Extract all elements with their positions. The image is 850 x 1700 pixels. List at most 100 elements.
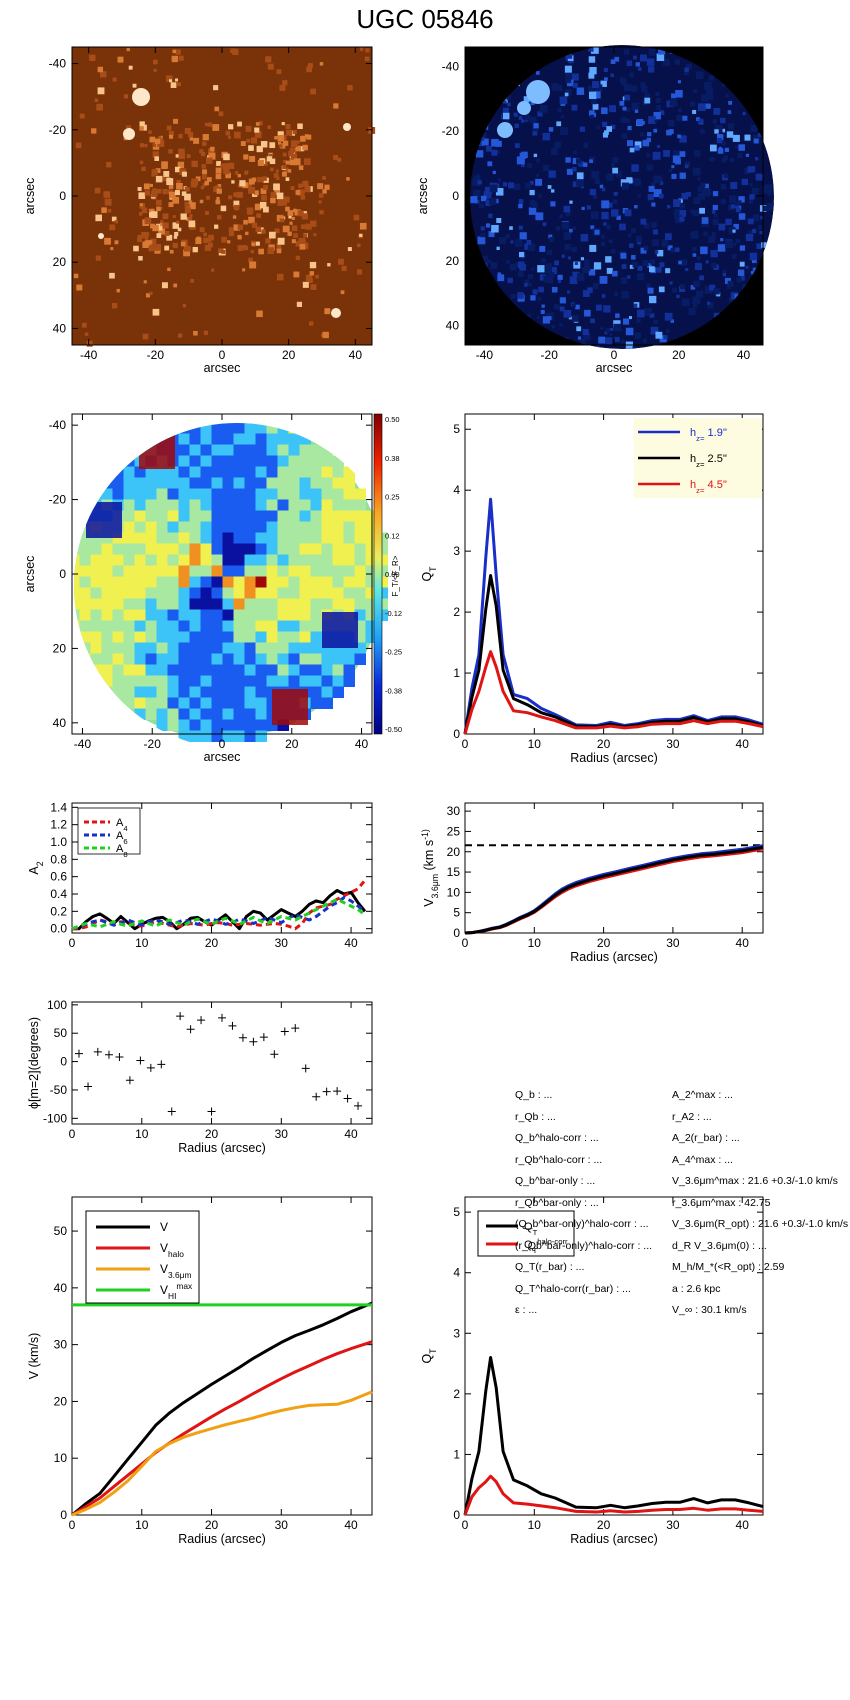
blue-pixel	[590, 211, 599, 220]
force-map-cell	[321, 510, 333, 522]
blue-pixel	[610, 163, 615, 168]
blue-pixel	[626, 140, 634, 147]
blue-pixel	[727, 280, 734, 287]
force-map-cell	[277, 477, 289, 489]
orange-pixel	[306, 66, 313, 73]
v36-frame	[464, 802, 764, 934]
force-map-cell	[189, 565, 201, 577]
blue-pixel	[624, 209, 632, 217]
orange-pixel	[202, 174, 207, 180]
orange-pixel	[162, 189, 168, 195]
orange-pixel	[168, 191, 176, 199]
force-map-cell	[189, 532, 201, 544]
blue-pixel	[671, 93, 676, 99]
blue-pixel	[572, 226, 577, 230]
force-map-cell	[112, 642, 124, 654]
force-map-cell	[123, 697, 135, 709]
blue-image-ylabel: arcsec	[416, 178, 430, 215]
orange-pixel	[152, 188, 157, 193]
orange-pixel	[364, 56, 370, 62]
force-map-cell	[167, 499, 179, 511]
force-map-cell	[299, 565, 311, 577]
blue-pixel	[751, 258, 757, 264]
orange-pixel	[162, 222, 169, 229]
force-map-cell	[156, 488, 168, 500]
force-map-cell	[244, 466, 256, 478]
force-map-cell	[277, 587, 289, 599]
force-map-cell	[112, 697, 124, 709]
a2-legend-label: A6​	[116, 830, 128, 846]
force-map-cell	[90, 565, 102, 577]
orange-pixel	[103, 191, 111, 198]
qt2-legend-label: QT​	[524, 1221, 538, 1237]
blue-pixel	[491, 149, 498, 156]
force-map-cell	[101, 488, 113, 500]
blue-pixel	[612, 199, 618, 204]
blue-pixel	[556, 85, 563, 92]
orange-image-ytick-label: 0	[59, 189, 66, 203]
force-map-cell	[74, 554, 80, 566]
force-map-cell	[211, 477, 223, 489]
blue-pixel	[536, 174, 540, 178]
blue-pixel	[542, 222, 547, 227]
orange-pixel	[173, 118, 179, 124]
v36-ylabel: V3.6μm​ (km s-1)​	[420, 829, 440, 907]
force-map-cell	[178, 653, 190, 665]
force-map-cell	[310, 532, 322, 544]
force-map-cell	[134, 697, 146, 709]
orange-pixel	[261, 194, 267, 201]
force-map-cell	[145, 521, 157, 533]
blue-pixel	[625, 327, 634, 336]
blue-pixel	[564, 88, 572, 96]
orange-pixel	[158, 226, 163, 231]
orange-pixel	[223, 153, 230, 161]
blue-pixel	[702, 189, 710, 197]
orange-pixel	[283, 140, 289, 146]
force-map-cell	[233, 730, 245, 742]
orange-pixel	[290, 153, 298, 160]
blue-pixel	[640, 82, 646, 88]
force-map-cell	[101, 576, 113, 588]
blue-pixel	[739, 261, 745, 267]
blue-pixel	[593, 91, 601, 99]
force-map-cell	[321, 499, 333, 511]
force-map-cell	[288, 576, 300, 588]
force-map-cell	[211, 521, 223, 533]
blue-pixel	[658, 47, 666, 55]
force-map-cell	[211, 653, 223, 665]
force-map-cell	[134, 675, 146, 687]
force-map-cell	[310, 554, 322, 566]
blue-pixel	[650, 182, 656, 187]
blue-pixel	[572, 273, 577, 278]
orange-pixel	[184, 201, 190, 208]
force-map-cell	[299, 554, 311, 566]
orange-pixel	[111, 216, 117, 222]
qt2-ytick-label: 1	[453, 1447, 460, 1461]
orange-pixel	[84, 332, 89, 336]
orange-pixel	[99, 71, 107, 78]
info-row: V_∞ : 30.1 km/s	[672, 1304, 747, 1316]
force-map-cell	[310, 609, 322, 621]
force-map-cell	[299, 576, 311, 588]
blue-pixel	[536, 316, 540, 320]
orange-pixel	[310, 220, 317, 227]
blue-pixel	[765, 80, 774, 89]
orange-pixel	[104, 198, 112, 206]
force-map-cell	[244, 598, 256, 610]
force-map-cell	[123, 532, 135, 544]
blue-pixel	[521, 151, 528, 159]
blue-pixel	[659, 181, 664, 185]
force-map-cell	[156, 598, 168, 610]
orange-pixel	[233, 200, 240, 207]
blue-pixel	[480, 226, 485, 231]
force-map-cell	[134, 565, 146, 577]
blue-pixel	[518, 251, 525, 258]
force-map-cell	[332, 466, 344, 478]
blue-pixel	[674, 59, 681, 65]
blue-pixel	[717, 244, 726, 252]
blue-pixel	[633, 55, 637, 60]
info-row: d_R V_3.6μm(0) : ...	[672, 1239, 767, 1252]
force-map-cell	[365, 543, 377, 555]
v36-series-line	[464, 845, 764, 935]
force-map-cell	[222, 598, 234, 610]
